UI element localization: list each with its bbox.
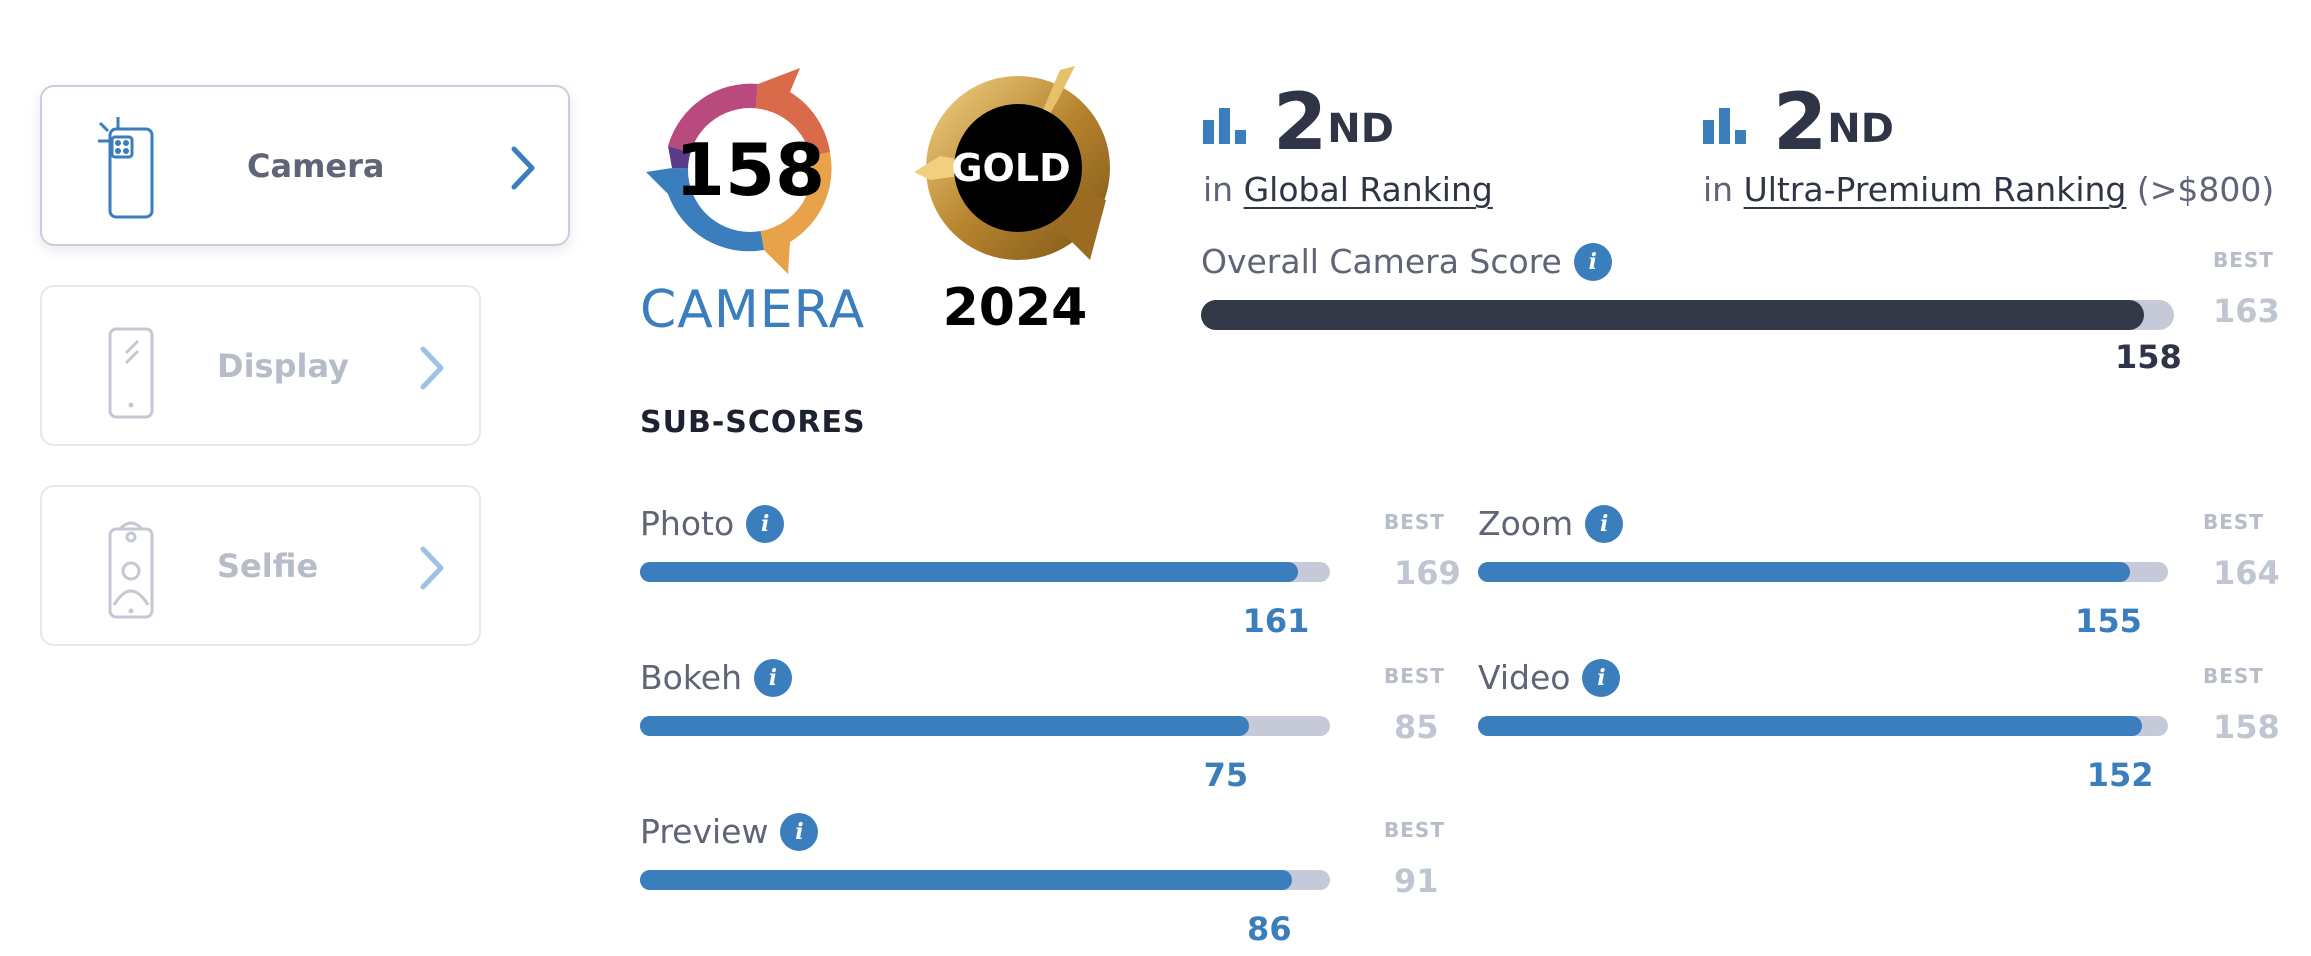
overall-score-label: Overall Camera Score (1201, 242, 1562, 281)
bokeh-label: Bokeh (640, 658, 742, 697)
camera-badge-ring-icon (646, 68, 832, 274)
bokeh-best-caption: BEST (1384, 664, 1445, 688)
overall-score-fill (1201, 300, 2144, 330)
ultra-rank-suffix: ND (1827, 106, 1894, 152)
display-phone-icon (108, 327, 154, 419)
info-icon[interactable]: i (780, 812, 819, 851)
info-icon[interactable]: i (1573, 242, 1612, 281)
zoom-best-caption: BEST (2203, 510, 2264, 534)
preview-label: Preview (640, 812, 769, 851)
info-icon[interactable]: i (753, 658, 792, 697)
preview-best-caption: BEST (1384, 818, 1445, 842)
photo-score-value: 161 (1242, 602, 1310, 640)
global-rank-suffix: ND (1327, 106, 1394, 152)
global-ranking-link[interactable]: Global Ranking (1243, 170, 1493, 209)
zoom-label-row: Zoom i (1478, 504, 1624, 543)
overall-best-value: 163 (2213, 292, 2280, 330)
ultra-premium-ranking: 2ND in Ultra-Premium Ranking (>$800) (1703, 78, 2274, 218)
global-rank-number: 2 (1273, 78, 1328, 168)
tab-display-label: Display (217, 346, 349, 385)
photo-score-fill (640, 562, 1298, 582)
tab-camera[interactable]: Camera (40, 85, 570, 246)
ultra-premium-ranking-link[interactable]: Ultra-Premium Ranking (1743, 170, 2127, 209)
photo-label: Photo (640, 504, 735, 543)
preview-score-value: 86 (1247, 910, 1292, 948)
tab-camera-label: Camera (247, 146, 385, 185)
zoom-score-value: 155 (2075, 602, 2142, 640)
bokeh-score-fill (640, 716, 1249, 736)
gold-label: GOLD (951, 146, 1071, 190)
gold-badge-ring-icon (914, 66, 1110, 260)
bokeh-label-row: Bokeh i (640, 658, 792, 697)
zoom-label: Zoom (1478, 504, 1574, 543)
video-label: Video (1478, 658, 1571, 697)
preview-score-bar (640, 870, 1330, 890)
zoom-best-value: 164 (2213, 554, 2280, 592)
selfie-phone-icon (108, 521, 154, 619)
photo-label-row: Photo i (640, 504, 785, 543)
bokeh-best-value: 85 (1394, 708, 1439, 746)
bar-chart-icon (1203, 108, 1246, 144)
video-label-row: Video i (1478, 658, 1621, 697)
camera-phone-icon (98, 117, 154, 219)
photo-score-bar (640, 562, 1330, 582)
overall-best-caption: BEST (2213, 248, 2274, 272)
overall-score-value: 158 (2115, 338, 2182, 376)
camera-score-value: 158 (674, 128, 826, 212)
zoom-score-fill (1478, 562, 2131, 582)
info-icon[interactable]: i (1585, 504, 1624, 543)
photo-best-caption: BEST (1384, 510, 1445, 534)
sub-scores-title: SUB-SCORES (640, 405, 866, 440)
global-rank-prefix: in (1203, 170, 1234, 209)
preview-label-row: Preview i (640, 812, 819, 851)
bokeh-score-value: 75 (1203, 756, 1249, 794)
video-best-value: 158 (2213, 708, 2280, 746)
global-ranking: 2ND in Global Ranking (1203, 78, 1603, 218)
info-icon[interactable]: i (1582, 658, 1621, 697)
chevron-right-icon (420, 546, 444, 590)
gold-label-badge: GOLD 2024 (910, 60, 1120, 338)
photo-best-value: 169 (1394, 554, 1461, 592)
tab-display[interactable]: Display (40, 285, 481, 446)
ultra-rank-prefix: in (1703, 170, 1734, 209)
overall-score-bar (1201, 300, 2174, 330)
video-score-value: 152 (2086, 756, 2154, 794)
overall-score-label-row: Overall Camera Score i (1201, 242, 1612, 281)
camera-score-badge: 158 CAMERA (640, 60, 864, 340)
video-score-bar (1478, 716, 2168, 736)
ultra-rank-price-note: (>$800) (2136, 170, 2275, 209)
bokeh-score-bar (640, 716, 1330, 736)
preview-best-value: 91 (1394, 862, 1439, 900)
preview-score-fill (640, 870, 1293, 890)
camera-badge-caption: CAMERA (640, 280, 866, 340)
chevron-right-icon (420, 346, 444, 390)
tab-selfie-label: Selfie (217, 546, 319, 585)
zoom-score-bar (1478, 562, 2168, 582)
info-icon[interactable]: i (746, 504, 785, 543)
tab-selfie[interactable]: Selfie (40, 485, 481, 646)
ultra-rank-number: 2 (1773, 78, 1828, 168)
chevron-right-icon (511, 146, 535, 190)
video-best-caption: BEST (2203, 664, 2264, 688)
bar-chart-icon (1703, 108, 1746, 144)
video-score-fill (1478, 716, 2142, 736)
gold-year: 2024 (942, 278, 1088, 338)
